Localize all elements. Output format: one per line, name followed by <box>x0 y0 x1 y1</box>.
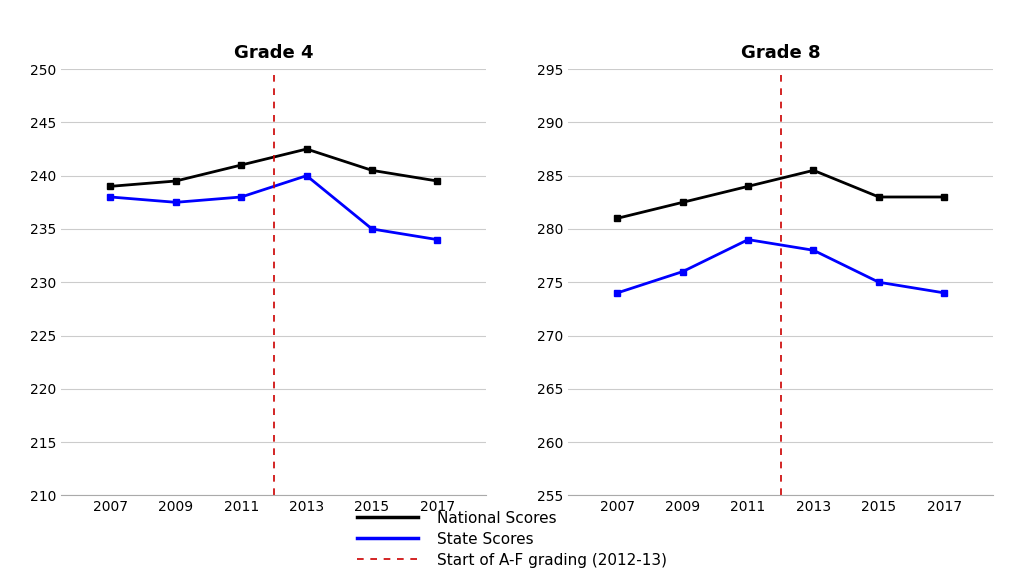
Legend: National Scores, State Scores, Start of A-F grading (2012-13): National Scores, State Scores, Start of … <box>357 511 667 569</box>
Title: Grade 8: Grade 8 <box>741 44 820 62</box>
Title: Grade 4: Grade 4 <box>234 44 313 62</box>
